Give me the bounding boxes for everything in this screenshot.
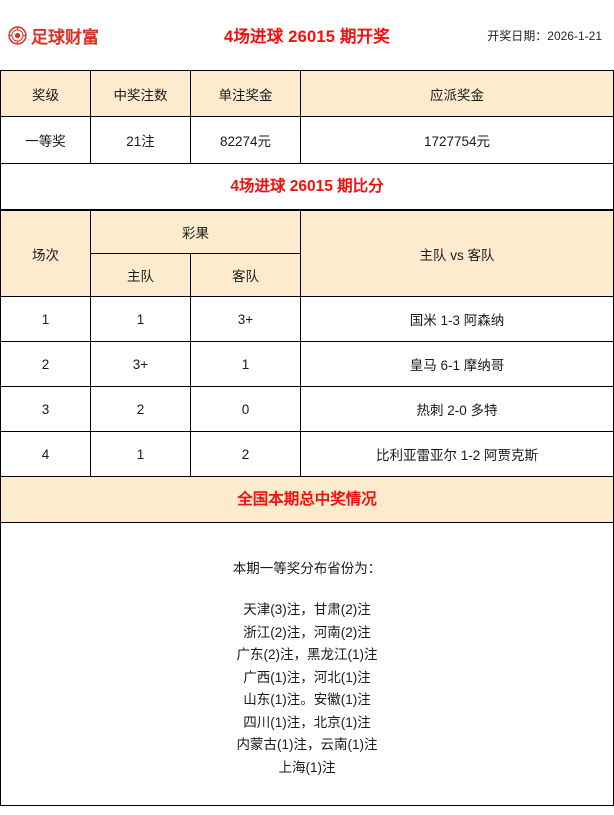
list-item: 浙江(2)注，河南(2)注 bbox=[243, 624, 371, 640]
prize-grade: 一等奖 bbox=[0, 116, 91, 164]
prize-col-count: 中奖注数 bbox=[90, 70, 191, 117]
prize-table-header-row: 奖级 中奖注数 单注奖金 应派奖金 bbox=[0, 70, 614, 117]
table-row: 2 3+ 1 皇马 6-1 摩纳哥 bbox=[0, 341, 614, 387]
prize-count: 21注 bbox=[90, 116, 191, 164]
list-item: 广东(2)注，黑龙江(1)注 bbox=[236, 647, 378, 662]
brand-name: 足球财富 bbox=[31, 27, 99, 48]
match-away: 2 bbox=[190, 431, 301, 477]
score-table: 场次 彩果 主队 vs 客队 主队 客队 1 1 3+ 国米 1-3 阿森纳 2… bbox=[0, 210, 614, 477]
table-row: 一等奖 21注 82274元 1727754元 bbox=[0, 116, 614, 164]
score-col-home: 主队 bbox=[90, 253, 191, 297]
match-matchup: 比利亚雷亚尔 1-2 阿贾克斯 bbox=[300, 431, 614, 477]
match-no: 1 bbox=[0, 296, 91, 342]
score-col-away: 客队 bbox=[190, 253, 301, 297]
brand-logo[interactable]: 足球财富 bbox=[8, 23, 158, 48]
match-away: 3+ bbox=[190, 296, 301, 342]
list-item: 山东(1)注。安徽(1)注 bbox=[243, 692, 371, 707]
list-item: 内蒙古(1)注，云南(1)注 bbox=[236, 737, 378, 752]
football-emblem-icon bbox=[8, 25, 27, 45]
winners-lead-text: 本期一等奖分布省份为： bbox=[232, 561, 382, 576]
match-no: 3 bbox=[0, 386, 91, 432]
prize-col-grade: 奖级 bbox=[0, 70, 91, 117]
table-row: 1 1 3+ 国米 1-3 阿森纳 bbox=[0, 296, 614, 342]
match-matchup: 热刺 2-0 多特 bbox=[300, 386, 614, 432]
match-away: 0 bbox=[190, 386, 301, 432]
winners-section-title: 全国本期总中奖情况 bbox=[0, 477, 614, 523]
score-header-row-bottom: 主队 客队 bbox=[1, 253, 614, 297]
score-col-result-group: 彩果 bbox=[90, 210, 301, 254]
score-col-match-no: 场次 bbox=[0, 210, 91, 297]
match-matchup: 国米 1-3 阿森纳 bbox=[300, 296, 614, 342]
table-row: 3 2 0 热刺 2-0 多特 bbox=[0, 386, 614, 432]
match-home: 1 bbox=[90, 296, 191, 342]
match-matchup: 皇马 6-1 摩纳哥 bbox=[300, 341, 614, 387]
score-section-title: 4场进球 26015 期比分 bbox=[0, 164, 614, 210]
match-no: 2 bbox=[0, 341, 91, 387]
match-away: 1 bbox=[190, 341, 301, 387]
prize-table: 奖级 中奖注数 单注奖金 应派奖金 一等奖 21注 82274元 1727754… bbox=[0, 70, 614, 164]
prize-total: 1727754元 bbox=[300, 116, 614, 164]
list-item: 广西(1)注，河北(1)注 bbox=[243, 669, 371, 685]
list-item: 天津(3)注，甘肃(2)注 bbox=[243, 602, 371, 617]
table-row: 4 1 2 比利亚雷亚尔 1-2 阿贾克斯 bbox=[0, 431, 614, 477]
list-item: 上海(1)注 bbox=[278, 759, 336, 775]
match-no: 4 bbox=[0, 431, 91, 477]
score-header-row-top: 场次 彩果 主队 vs 客队 bbox=[0, 210, 614, 297]
page-header: 足球财富 4场进球 26015 期开奖 开奖日期：2026-1-21 bbox=[0, 0, 614, 70]
match-home: 2 bbox=[90, 386, 191, 432]
winners-distribution: 本期一等奖分布省份为： 天津(3)注，甘肃(2)注 浙江(2)注，河南(2)注 … bbox=[0, 523, 614, 806]
list-item: 四川(1)注，北京(1)注 bbox=[243, 714, 371, 730]
prize-col-unit: 单注奖金 bbox=[190, 70, 301, 117]
score-col-matchup: 主队 vs 客队 bbox=[300, 210, 614, 297]
match-home: 3+ bbox=[90, 341, 191, 387]
match-home: 1 bbox=[90, 431, 191, 477]
prize-col-total: 应派奖金 bbox=[300, 70, 614, 117]
prize-unit: 82274元 bbox=[190, 116, 301, 164]
draw-date: 开奖日期：2026-1-21 bbox=[487, 28, 602, 43]
